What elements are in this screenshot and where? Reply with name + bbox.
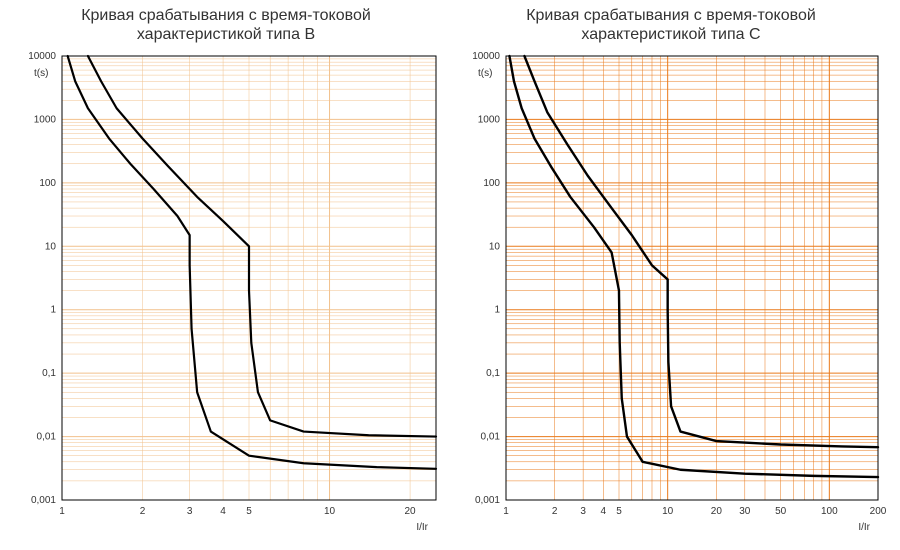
- svg-text:30: 30: [739, 506, 751, 517]
- svg-text:10: 10: [45, 242, 57, 253]
- svg-text:1: 1: [503, 506, 509, 517]
- svg-text:100: 100: [483, 178, 500, 189]
- title-typeC: Кривая срабатывания с время-токовой хара…: [526, 6, 816, 44]
- svg-text:0,01: 0,01: [481, 432, 501, 443]
- svg-text:0,01: 0,01: [37, 432, 57, 443]
- svg-text:3: 3: [187, 506, 193, 517]
- title-typeB: Кривая срабатывания с время-токовой хара…: [81, 6, 371, 44]
- svg-text:t(s): t(s): [34, 68, 48, 79]
- svg-text:50: 50: [775, 506, 787, 517]
- svg-text:5: 5: [246, 506, 252, 517]
- svg-text:1: 1: [50, 305, 56, 316]
- svg-text:20: 20: [711, 506, 723, 517]
- svg-text:100: 100: [39, 178, 56, 189]
- svg-text:4: 4: [601, 506, 607, 517]
- svg-text:1: 1: [494, 305, 500, 316]
- svg-text:I/Ir: I/Ir: [858, 522, 870, 533]
- svg-text:200: 200: [870, 506, 886, 517]
- svg-text:2: 2: [140, 506, 146, 517]
- svg-text:10: 10: [489, 242, 501, 253]
- svg-text:0,1: 0,1: [486, 369, 500, 380]
- svg-text:1000: 1000: [478, 115, 501, 126]
- panel-typeB: Кривая срабатывания с время-токовой хара…: [6, 4, 446, 546]
- svg-text:1: 1: [59, 506, 65, 517]
- svg-text:10: 10: [662, 506, 674, 517]
- svg-text:3: 3: [580, 506, 586, 517]
- svg-text:10: 10: [324, 506, 336, 517]
- svg-text:2: 2: [552, 506, 558, 517]
- svg-text:10000: 10000: [28, 51, 56, 62]
- svg-text:t(s): t(s): [478, 68, 492, 79]
- svg-text:1000: 1000: [34, 115, 57, 126]
- svg-text:5: 5: [616, 506, 622, 517]
- svg-text:4: 4: [220, 506, 226, 517]
- svg-text:20: 20: [405, 506, 417, 517]
- svg-text:I/Ir: I/Ir: [416, 522, 428, 533]
- plot-typeB: 10000 1000 100 10 1 0,1 0,01 0,001 t(s) 1 2 3 4 5 10 20…: [6, 50, 446, 540]
- svg-text:0,1: 0,1: [42, 369, 56, 380]
- plot-typeC: 10000 1000 100 10 1 0,1 0,01 0,001 t(s) 1 2 3 45 10 20…: [456, 50, 886, 540]
- svg-text:100: 100: [821, 506, 838, 517]
- svg-text:0,001: 0,001: [475, 495, 500, 506]
- svg-text:10000: 10000: [472, 51, 500, 62]
- svg-text:0,001: 0,001: [31, 495, 56, 506]
- panel-typeC: Кривая срабатывания с время-токовой хара…: [456, 4, 886, 546]
- figure: Кривая срабатывания с время-токовой хара…: [0, 0, 900, 550]
